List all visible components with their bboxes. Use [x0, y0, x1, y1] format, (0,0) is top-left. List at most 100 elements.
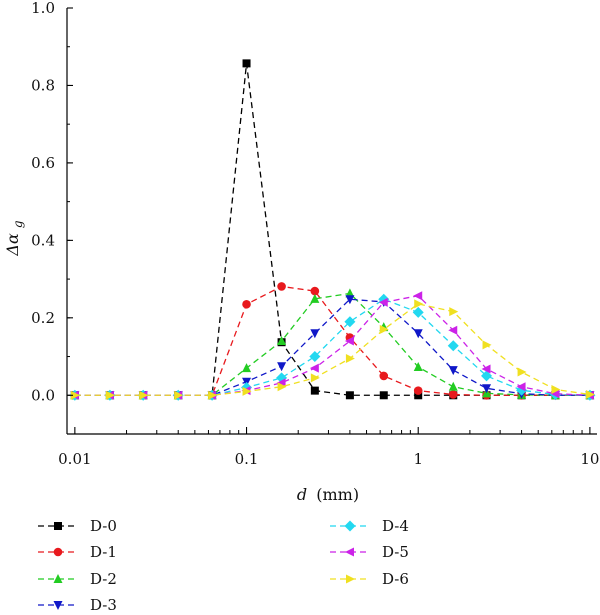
- x-axis-variable: d: [297, 485, 307, 504]
- y-axis-label-sub: g: [11, 220, 25, 228]
- data-point: [174, 390, 184, 400]
- data-point: [379, 391, 388, 400]
- legend-item: D-2: [38, 570, 117, 588]
- legend-item: D-5: [330, 543, 409, 561]
- data-point: [379, 371, 389, 381]
- legend-label: D-2: [90, 570, 117, 588]
- legend-marker: [54, 522, 62, 530]
- data-point: [277, 282, 286, 291]
- data-point: [344, 336, 354, 346]
- legend-item: D-3: [38, 596, 117, 614]
- data-point: [139, 390, 149, 400]
- data-point: [551, 384, 561, 394]
- data-point: [378, 297, 388, 307]
- series-line: [74, 303, 590, 396]
- data-point: [516, 382, 526, 392]
- data-point: [448, 325, 458, 335]
- legend-marker: [53, 601, 63, 610]
- data-point: [482, 384, 492, 394]
- series-line: [74, 292, 590, 396]
- data-point: [310, 286, 320, 296]
- legend-marker: [346, 574, 355, 584]
- data-point: [277, 336, 287, 346]
- data-point: [481, 364, 491, 374]
- series-d-2: [70, 288, 595, 400]
- data-point: [309, 351, 321, 363]
- y-axis-ticks: 0.0 0.2 0.4 0.6 0.8 1.0: [31, 0, 73, 435]
- data-point: [449, 307, 459, 317]
- data-point: [309, 363, 319, 373]
- data-point: [70, 390, 80, 400]
- x-tick-label: 0.1: [235, 450, 259, 468]
- data-point: [345, 288, 355, 298]
- data-point: [208, 390, 218, 400]
- data-point: [412, 306, 424, 318]
- x-tick-label: 0.01: [58, 450, 91, 468]
- y-tick-label: 1.0: [31, 0, 55, 17]
- data-point: [345, 391, 354, 400]
- data-point: [448, 381, 458, 391]
- y-tick-label: 0.0: [31, 386, 55, 404]
- y-tick-label: 0.4: [31, 231, 55, 249]
- legend-item: D-1: [38, 543, 117, 561]
- y-axis-label-base: Δα: [3, 233, 22, 257]
- legend-label: D-1: [90, 543, 117, 561]
- legend-marker: [344, 520, 356, 532]
- y-tick-label: 0.8: [31, 76, 55, 94]
- data-point: [481, 370, 493, 382]
- series-d-1: [70, 282, 595, 400]
- legend-marker: [53, 574, 63, 583]
- legend-item: D-6: [330, 570, 409, 588]
- legend-label: D-5: [382, 543, 409, 561]
- data-point: [310, 293, 320, 303]
- data-point: [413, 386, 423, 395]
- data-point: [482, 340, 492, 350]
- data-point: [345, 295, 355, 305]
- data-point: [242, 386, 252, 396]
- data-point: [379, 324, 389, 334]
- legend-marker: [53, 547, 63, 557]
- data-point: [277, 362, 287, 372]
- y-tick-label: 0.6: [31, 154, 55, 172]
- data-point: [344, 316, 356, 328]
- x-tick-label: 1: [413, 450, 423, 468]
- series-d-6: [70, 299, 595, 400]
- series-d-5: [69, 291, 594, 400]
- data-point: [517, 367, 527, 377]
- data-point: [105, 390, 115, 400]
- data-point: [413, 329, 423, 339]
- data-point: [413, 291, 423, 301]
- legend-item: D-0: [38, 517, 117, 535]
- series-d-3: [70, 295, 595, 401]
- y-axis-label: Δα g: [3, 220, 25, 256]
- legend-label: D-6: [382, 570, 409, 588]
- data-point: [310, 373, 320, 383]
- series-line: [74, 63, 590, 396]
- data-point: [242, 363, 252, 373]
- legend-marker: [345, 547, 354, 557]
- data-point: [242, 59, 251, 68]
- legend: D-0 D-1 D-2 D-3 D-4 D-5 D-6: [38, 517, 409, 614]
- data-point: [585, 389, 595, 399]
- legend-label: D-3: [90, 596, 117, 614]
- x-tick-label: 10: [580, 450, 599, 468]
- data-point: [550, 389, 560, 399]
- legend-label: D-0: [90, 517, 117, 535]
- data-point: [310, 329, 320, 339]
- series-line: [74, 285, 590, 396]
- data-point: [414, 299, 424, 309]
- legend-label: D-4: [382, 517, 409, 535]
- x-axis-label: d (mm): [297, 485, 359, 504]
- data-point: [447, 340, 459, 352]
- series-group: [69, 59, 596, 401]
- series-d-0: [70, 59, 594, 400]
- data-point: [448, 366, 458, 376]
- data-point: [277, 382, 287, 392]
- data-point: [345, 353, 355, 363]
- data-point: [414, 391, 423, 400]
- data-point: [448, 390, 458, 399]
- series-line: [74, 295, 590, 396]
- series-d-4: [69, 293, 596, 401]
- x-axis-ticks: 0.01 0.1 1 10: [58, 427, 599, 468]
